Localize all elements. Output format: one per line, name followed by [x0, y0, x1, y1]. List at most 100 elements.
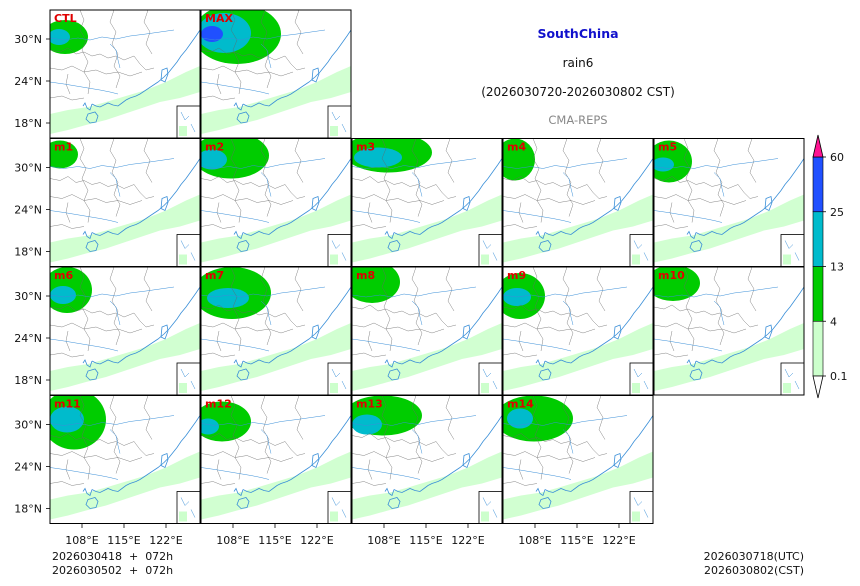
panel-map: [503, 395, 653, 524]
rain-heavy-area: [507, 408, 533, 429]
panel-map: [352, 395, 502, 524]
province-border: [133, 55, 155, 71]
province-border: [79, 267, 91, 352]
panel-m10: m10: [653, 266, 805, 396]
province-border: [143, 267, 153, 312]
river-line: [411, 300, 423, 326]
rain-heavy-area: [352, 414, 382, 435]
hainan-island: [236, 240, 250, 252]
rain-heavy-area: [654, 157, 674, 172]
province-border: [65, 73, 71, 95]
rain-light-area: [352, 451, 502, 520]
river-line: [562, 172, 574, 197]
inset-rain-area: [783, 383, 791, 393]
lon-tick-label: 108°E: [216, 534, 249, 547]
panel-frame: [502, 395, 654, 524]
taiwan-island: [311, 195, 320, 212]
province-border: [532, 138, 544, 223]
province-border: [50, 451, 143, 462]
panel-map: [201, 10, 351, 138]
province-border: [596, 267, 606, 312]
valid-time-cst: 2026030802(CST): [704, 564, 804, 577]
province-border: [503, 304, 588, 318]
province-border: [747, 138, 757, 183]
province-border: [352, 481, 387, 486]
panel-label: m1: [54, 141, 73, 154]
province-border: [683, 138, 695, 223]
panel-frame: [351, 395, 503, 524]
colorbar-label: 25: [830, 206, 844, 219]
panel-map: [352, 267, 502, 395]
panel-map: [352, 138, 502, 267]
province-border: [284, 312, 306, 328]
province-border: [435, 312, 457, 328]
inset-rain-area: [481, 254, 489, 265]
panel-m14: m14: [502, 395, 654, 524]
province-border: [654, 224, 689, 229]
province-border: [50, 95, 85, 101]
lat-tick-label: 18°N: [14, 374, 42, 387]
hainan-island: [689, 240, 703, 252]
colorbar-label: 4: [830, 315, 837, 328]
coastline: [544, 415, 653, 493]
rain-light-area: [654, 194, 804, 263]
inset-rain-area: [330, 511, 338, 522]
coastline: [384, 487, 395, 497]
colorbar-segment: [812, 266, 824, 322]
province-border: [201, 481, 236, 486]
river-line: [260, 300, 272, 326]
coastline: [686, 359, 697, 368]
panel-m7: m7: [200, 266, 352, 396]
panel-m1: m1: [49, 138, 201, 267]
coastline: [686, 230, 697, 240]
river-line: [654, 286, 779, 298]
inset-coast: [331, 111, 347, 133]
province-border: [586, 441, 608, 456]
province-border: [367, 459, 373, 480]
panel-label: m12: [205, 398, 232, 411]
panel-label: m2: [205, 141, 224, 154]
taiwan-island: [160, 452, 169, 469]
rain-heavy-area: [50, 29, 70, 45]
province-border: [201, 352, 236, 358]
rain-heavy-area: [207, 288, 249, 308]
chart-period: (2026030720-2026030802 CST): [481, 85, 675, 99]
province-border: [79, 138, 91, 223]
rain-heavy-area: [201, 418, 219, 435]
province-border: [503, 451, 596, 462]
rain-light-area: [50, 451, 200, 520]
lat-tick-label: 18°N: [14, 503, 42, 516]
province-border: [367, 330, 373, 352]
rain-heavy-area: [201, 13, 251, 53]
river-line: [352, 467, 421, 480]
lon-tick-label: 122°E: [602, 534, 635, 547]
coastline: [695, 286, 804, 365]
colorbar-label: 13: [830, 261, 844, 274]
chart-source: CMA-REPS: [548, 113, 607, 127]
panel-map: [201, 267, 351, 395]
province-border: [143, 10, 153, 55]
coastline: [233, 487, 244, 497]
inset-rain-area: [179, 254, 187, 265]
rain-light-area: [201, 66, 351, 134]
province-border: [352, 194, 445, 205]
panel-label: m5: [658, 141, 677, 154]
river-line: [713, 300, 725, 326]
panel-grid: CTL MAX m1 m2 m3 m4 m5 m6 m7 m8 m9 m10 m11 m12 m13 m14: [49, 9, 805, 524]
panel-frame: [653, 266, 805, 396]
rain-light-area: [201, 323, 351, 391]
taiwan-island: [311, 67, 320, 83]
coastline: [82, 102, 93, 111]
title-block: SouthChina rain6 (2026030720-2026030802 …: [481, 26, 675, 127]
river-line: [411, 429, 423, 454]
river-line: [201, 415, 326, 426]
province-border: [596, 138, 606, 183]
river-line: [201, 81, 270, 95]
province-border: [503, 176, 588, 189]
province-border: [654, 322, 747, 334]
province-border: [201, 322, 294, 334]
province-border: [216, 73, 222, 95]
province-border: [79, 395, 91, 480]
river-line: [503, 158, 628, 169]
river-line: [352, 158, 477, 169]
